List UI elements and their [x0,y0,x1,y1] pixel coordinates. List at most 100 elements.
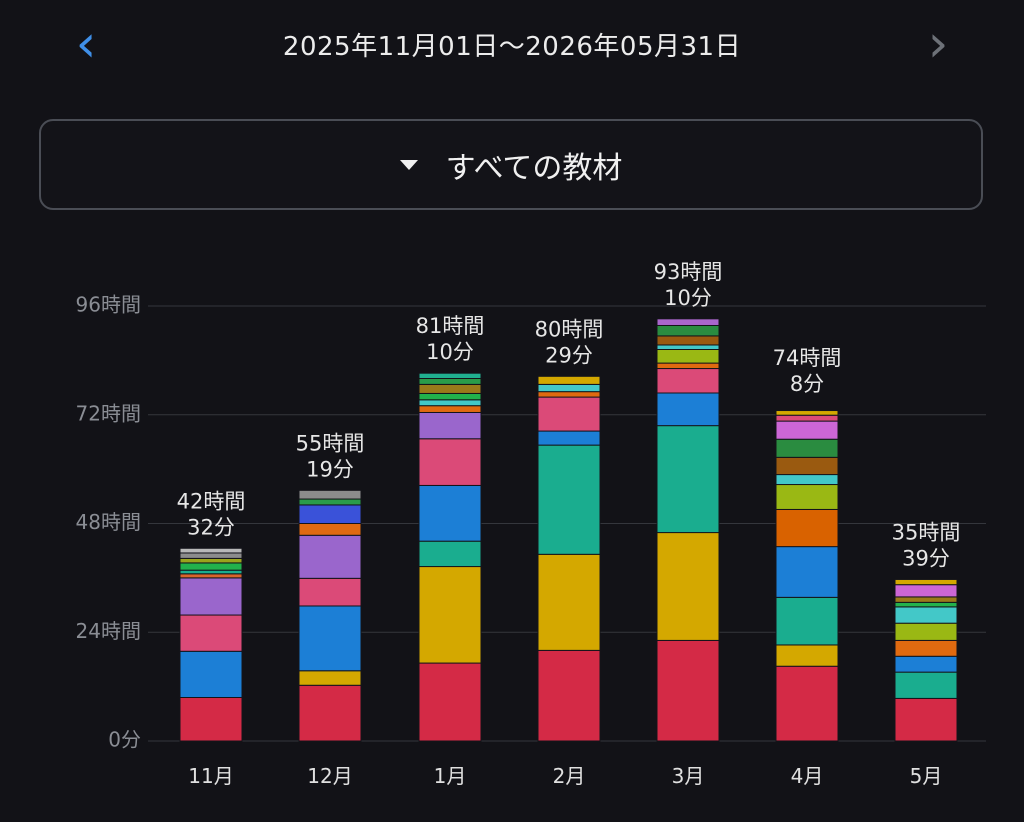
bar-segment [775,414,839,422]
bar-segment [775,644,839,667]
bar-segment [298,534,362,579]
y-tick-label: 0分 [108,728,141,752]
bar-segment [179,569,243,575]
bar-stack [656,318,720,742]
bar-segment [179,614,243,652]
bar-segment [537,375,601,385]
bar-segment [537,430,601,446]
y-tick-label: 24時間 [76,619,141,643]
bar-segment [656,639,720,742]
bar-segment [656,324,720,337]
bar-stack [179,547,243,742]
bar-segment [537,396,601,432]
bar-segment [418,662,482,742]
bar-stack [775,410,839,742]
y-tick-label: 96時間 [76,293,141,317]
y-tick-label: 72時間 [76,401,141,425]
total-label: 32分 [187,515,235,539]
bar-stack [894,578,958,742]
bar-segment [775,665,839,742]
bar-segment [775,438,839,458]
bar-segment [298,577,362,607]
chevron-right-icon[interactable]: › [927,14,949,74]
bar-segment [298,489,362,500]
bar-segment [656,362,720,370]
bar-segment [179,552,243,559]
x-tick-label: 3月 [672,764,705,788]
bar-segment [179,547,243,554]
chevron-left-icon[interactable]: ‹ [75,14,97,74]
bar-segment [537,383,601,393]
y-tick-label: 48時間 [76,510,141,534]
total-label: 39分 [902,546,950,570]
bar-segment [894,639,958,657]
bar-segment [537,649,601,742]
total-label: 35時間 [892,520,961,544]
bar-segment [418,399,482,407]
x-tick-label: 4月 [791,764,824,788]
bar-segment [537,553,601,651]
bar-segment [775,410,839,416]
bar-segment [656,335,720,346]
bar-segment [656,368,720,394]
bar-segment [179,562,243,571]
bar-stack [537,375,601,742]
total-label: 81時間 [416,314,485,338]
total-label: 93時間 [654,260,723,284]
bar-segment [537,444,601,555]
bar-segment [894,671,958,699]
bar-segment [179,577,243,616]
bar-segment [775,456,839,476]
bar-stack [298,489,362,742]
bar-segment [775,546,839,598]
caret-down-icon [399,159,418,170]
total-label: 55時間 [296,431,365,455]
bar-segment [656,392,720,427]
bar-segment [418,372,482,380]
bar-segment [418,566,482,664]
total-label: 19分 [306,457,354,481]
bar-segment [418,438,482,486]
bar-segment [179,573,243,579]
total-label: 29分 [545,343,593,367]
total-label: 10分 [664,286,712,310]
filter-content: すべての教材 [41,121,981,208]
bar-segment [179,650,243,698]
bar-segment [298,523,362,536]
bar-segment [418,383,482,394]
material-filter-dropdown[interactable]: すべての教材 [39,119,983,210]
bar-segment [418,484,482,542]
bar-segment [298,605,362,672]
bar-segment [775,420,839,440]
bar-segment [894,697,958,742]
bar-segment [418,378,482,385]
bar-stack [418,372,482,742]
bar-segment [298,498,362,506]
bar-segment [894,601,958,608]
bar-segment [418,405,482,413]
total-label: 74時間 [773,346,842,370]
bar-segment [894,622,958,641]
bar-segment [298,684,362,742]
total-label: 8分 [790,372,824,396]
bar-segment [656,532,720,641]
x-tick-label: 11月 [188,764,233,788]
bar-segment [894,584,958,598]
total-label: 10分 [426,340,474,364]
bar-segment [656,349,720,364]
total-label: 80時間 [535,317,604,341]
x-tick-label: 1月 [434,764,467,788]
bar-segment [775,508,839,548]
x-tick-label: 2月 [553,764,586,788]
bar-segment [418,411,482,440]
x-tick-label: 5月 [910,764,943,788]
bar-segment [894,596,958,603]
bar-segment [894,606,958,624]
bar-segment [775,474,839,486]
bar-segment [418,392,482,401]
bar-segment [775,596,839,646]
bar-segment [894,578,958,586]
bar-segment [656,425,720,534]
bar-segment [775,484,839,510]
